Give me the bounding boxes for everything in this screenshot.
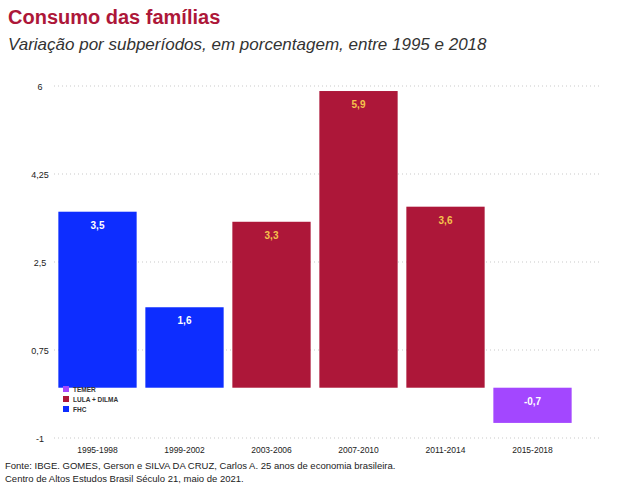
data-label: 3,5	[91, 220, 105, 231]
y-tick-label: -1	[36, 434, 44, 444]
legend: TEMER LULA + DILMA FHC	[63, 386, 118, 413]
bar	[58, 212, 136, 388]
data-labels: -0,7 3,3 5,9 3,6 3,5 1,6	[91, 99, 542, 407]
bars	[58, 91, 571, 423]
grid-line	[54, 86, 600, 87]
x-tick-label: 2011-2014	[425, 445, 465, 455]
y-tick-label: 2,5	[34, 258, 47, 268]
data-label: 5,9	[352, 99, 366, 110]
x-tick-label: 1999-2002	[164, 445, 205, 455]
bar	[319, 91, 397, 388]
bar	[145, 307, 223, 387]
legend-label: LULA + DILMA	[73, 396, 118, 403]
x-tick-label: 1995-1998	[77, 445, 118, 455]
legend-swatch	[63, 406, 69, 412]
data-label: 3,6	[439, 215, 453, 226]
data-label: 1,6	[178, 315, 192, 326]
y-tick-label: 6	[37, 82, 42, 92]
x-tick-label: 2003-2006	[251, 445, 292, 455]
data-label: 3,3	[265, 230, 279, 241]
source: Centro de Altos Estudos Brasil Século 21…	[5, 473, 244, 484]
x-tick-label: 2015-2018	[512, 445, 553, 455]
title: Consumo das famílias	[8, 6, 220, 28]
y-tick-label: 0,75	[31, 346, 49, 356]
bar	[232, 222, 310, 388]
legend-swatch	[63, 386, 69, 392]
bar	[493, 388, 571, 423]
x-tick-label: 2007-2010	[338, 445, 379, 455]
data-label: -0,7	[524, 396, 542, 407]
subtitle: Variação por subperíodos, em porcentagem…	[8, 35, 487, 54]
legend-swatch	[63, 396, 69, 402]
legend-label: FHC	[73, 406, 87, 413]
chart: Consumo das famílias Variação por subperí…	[0, 0, 628, 495]
source: Fonte: IBGE. GOMES, Gerson e SILVA DA CR…	[5, 460, 395, 471]
grid-line	[54, 438, 600, 439]
y-tick-label: 4,25	[31, 170, 49, 180]
bar	[406, 207, 484, 388]
legend-label: TEMER	[73, 386, 96, 393]
